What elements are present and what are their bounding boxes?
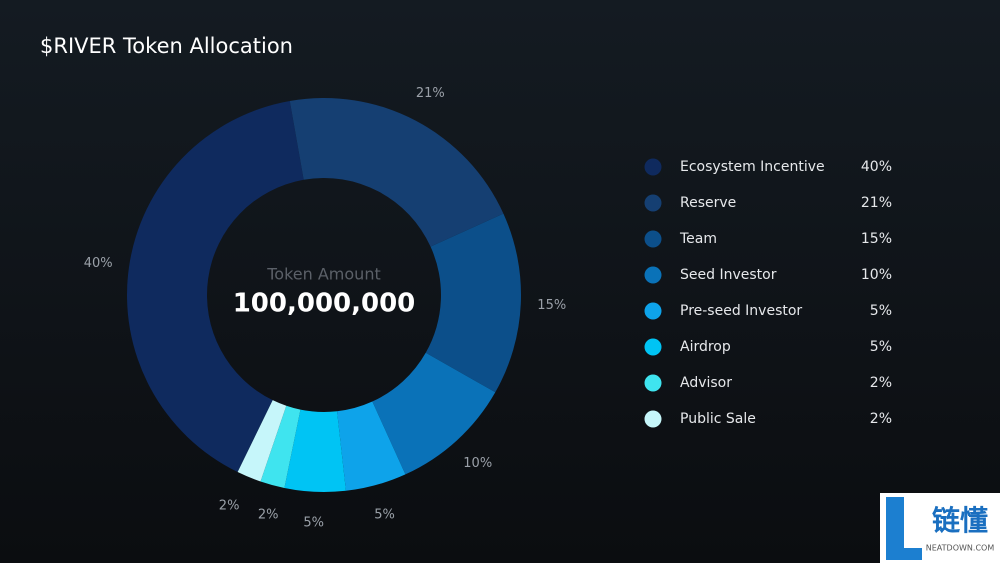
legend-swatch [644, 338, 662, 356]
center-title: Token Amount [266, 265, 380, 284]
legend: Ecosystem Incentive 40% Reserve 21% Team 15% S… [644, 158, 892, 428]
legend-value: 5% [870, 303, 892, 319]
chart-title: $RIVER Token Allocation [40, 34, 293, 58]
legend-value: 40% [861, 159, 892, 175]
watermark-text: 链懂 [932, 504, 988, 537]
watermark-subtext: NEATDOWN.COM [926, 544, 995, 553]
donut-slice [260, 405, 301, 488]
legend-swatch [644, 374, 662, 392]
center-value: 100,000,000 [233, 289, 416, 319]
slice-label: 5% [374, 507, 395, 522]
legend-swatch [644, 302, 662, 320]
legend-value: 5% [870, 339, 892, 355]
legend-swatch [644, 230, 662, 248]
legend-value: 2% [870, 375, 892, 391]
legend-swatch [644, 266, 662, 284]
legend-label: Pre-seed Investor [680, 303, 802, 319]
slice-label: 2% [219, 498, 240, 513]
donut: 40% 21% 15% 10% 5% 5% 2% 2% [84, 86, 566, 530]
donut-slice [284, 409, 346, 492]
donut-slice [337, 401, 406, 491]
donut-slice [126, 100, 304, 473]
legend-swatch [644, 410, 662, 428]
slice-label: 15% [537, 298, 566, 313]
watermark-logo [886, 497, 922, 560]
donut-slice [372, 352, 496, 475]
legend-value: 2% [870, 411, 892, 427]
legend-swatch [644, 158, 662, 176]
legend-label: Reserve [680, 195, 736, 211]
slice-label: 2% [258, 508, 279, 523]
legend-label: Seed Investor [680, 267, 777, 283]
legend-label: Team [679, 231, 717, 247]
legend-swatch [644, 194, 662, 212]
legend-label: Ecosystem Incentive [680, 159, 825, 175]
slice-label: 40% [84, 256, 113, 271]
legend-label: Public Sale [680, 411, 756, 427]
slice-label: 21% [416, 86, 445, 101]
legend-label: Airdrop [680, 339, 731, 355]
slice-label: 10% [463, 456, 492, 471]
watermark: 链懂 NEATDOWN.COM [880, 493, 1000, 563]
legend-value: 21% [861, 195, 892, 211]
legend-value: 10% [861, 267, 892, 283]
donut-slice [425, 213, 521, 393]
donut-slice [289, 98, 504, 247]
slice-label: 5% [303, 515, 324, 530]
legend-value: 15% [861, 231, 892, 247]
donut-slice [237, 400, 287, 482]
legend-label: Advisor [680, 375, 732, 391]
